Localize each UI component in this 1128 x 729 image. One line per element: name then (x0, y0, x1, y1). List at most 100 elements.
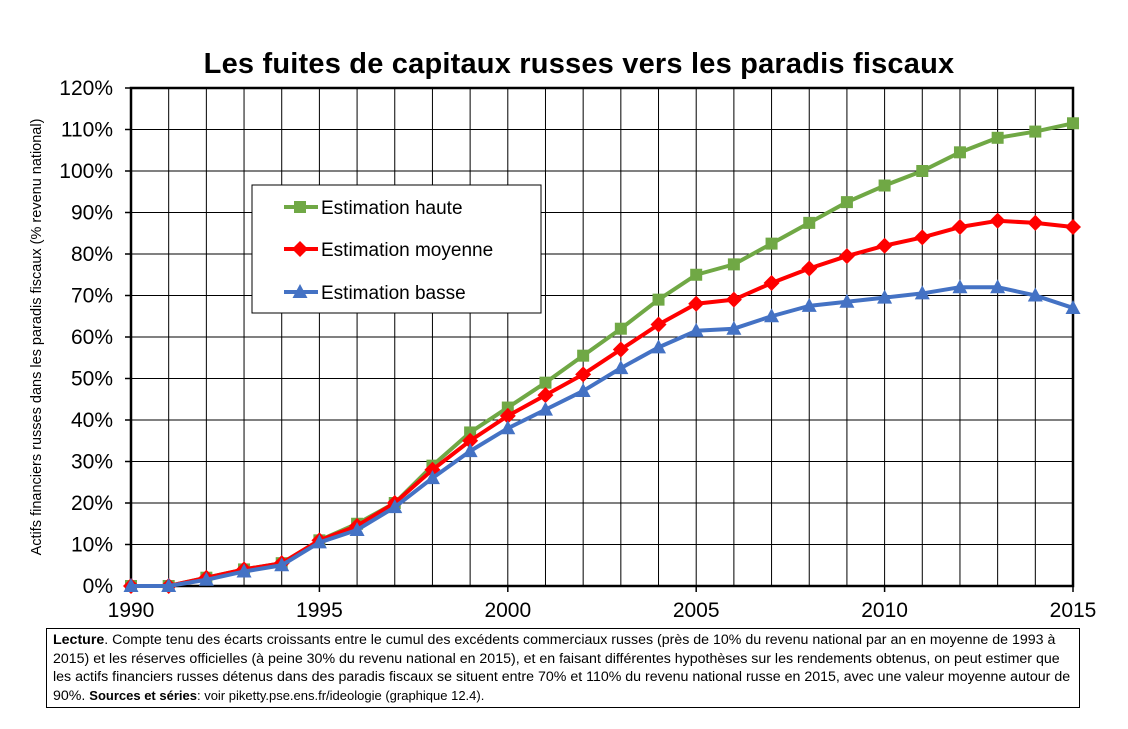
data-point (916, 165, 929, 177)
data-point (652, 293, 665, 306)
y-tick-label: 70% (71, 285, 113, 308)
data-point (274, 557, 290, 572)
data-point (650, 316, 667, 333)
data-point (499, 407, 516, 424)
data-point (989, 212, 1006, 229)
reading-note: Lecture. Compte tenu des écarts croissan… (46, 628, 1080, 708)
x-tick-label: 1995 (296, 599, 343, 622)
data-point (952, 279, 968, 294)
x-tick-label: 2005 (673, 599, 720, 622)
data-point (990, 279, 1006, 294)
y-tick-label: 30% (71, 451, 113, 474)
data-point (839, 293, 855, 308)
data-point (801, 260, 818, 277)
data-point (500, 420, 516, 435)
y-tick-label: 80% (71, 243, 113, 266)
legend-label: Estimation haute (321, 198, 463, 219)
data-point (1029, 125, 1042, 138)
y-tick-label: 40% (71, 409, 113, 432)
data-point (763, 275, 780, 292)
legend-swatch-marker (294, 201, 306, 213)
data-point (914, 285, 930, 300)
data-point (539, 376, 552, 389)
data-point (1065, 219, 1081, 236)
data-point (953, 146, 966, 159)
data-point (914, 229, 931, 246)
data-point (577, 349, 590, 362)
note-text: . Compte tenu des écarts croissants entr… (53, 632, 1071, 704)
data-point (690, 268, 703, 281)
data-point (1067, 117, 1079, 130)
y-tick-label: 10% (71, 534, 113, 557)
x-tick-label: 2000 (484, 599, 531, 622)
y-tick-label: 90% (71, 202, 113, 225)
data-point (462, 432, 479, 449)
data-point (612, 341, 629, 358)
data-point (537, 387, 554, 404)
y-axis-ticks: 0% 10% 20% 30% 40% 50% 60% 70% 80% 90% 100% 110% 120… (59, 77, 131, 598)
series-estimation-basse (123, 279, 1081, 592)
y-tick-label: 60% (71, 326, 113, 349)
data-point (764, 308, 780, 323)
data-point (876, 237, 893, 254)
x-tick-label: 2010 (861, 599, 908, 622)
legend-swatch-marker (292, 241, 308, 257)
y-tick-label: 110% (61, 119, 113, 142)
legend-item: Estimation moyenne (284, 240, 493, 261)
y-tick-label: 120% (59, 77, 113, 100)
data-point (614, 322, 627, 335)
data-point (725, 291, 742, 308)
data-point (387, 499, 403, 514)
data-point (236, 563, 252, 578)
grid (131, 88, 1073, 586)
data-point (349, 521, 365, 536)
data-point (878, 179, 891, 192)
y-tick-label: 20% (71, 492, 113, 515)
data-point (951, 219, 968, 236)
data-point (575, 366, 592, 383)
data-point (688, 295, 705, 312)
legend-label: Estimation basse (321, 283, 466, 304)
series-line (131, 285, 1074, 588)
legend-swatch-marker (292, 284, 308, 298)
data-point (840, 196, 853, 209)
note-sources-text: : voir piketty.pse.ens.fr/ideologie (gra… (196, 687, 485, 703)
legend-item: Estimation haute (284, 198, 463, 219)
data-point (991, 131, 1004, 144)
data-point (501, 401, 514, 414)
data-point (613, 360, 629, 375)
data-point (462, 443, 478, 458)
y-tick-label: 50% (71, 368, 113, 391)
data-point (161, 578, 177, 592)
data-point (1065, 299, 1081, 314)
data-point (801, 297, 817, 312)
data-point (803, 216, 816, 229)
data-point (198, 571, 214, 586)
data-point (688, 322, 704, 337)
data-point (838, 248, 855, 265)
data-point (424, 470, 440, 485)
x-axis-ticks: 1990 1995 2000 2005 2010 2015 (108, 586, 1097, 622)
y-tick-label: 0% (83, 575, 113, 598)
data-point (877, 289, 893, 304)
note-sources-label: Sources et séries (89, 687, 197, 703)
y-axis-label: Actifs financiers russes dans les paradi… (29, 119, 45, 556)
legend: Estimation haute Estimation moyenne Estima… (251, 184, 542, 314)
x-tick-label: 1990 (108, 599, 155, 622)
data-point (464, 426, 477, 439)
data-point (123, 578, 139, 592)
data-point (727, 258, 740, 271)
data-point (575, 382, 591, 397)
data-point (651, 339, 667, 354)
legend-item: Estimation basse (284, 283, 466, 304)
note-lead: Lecture (53, 632, 105, 648)
chart-title: Les fuites de capitaux russes vers les p… (203, 48, 955, 80)
data-point (1027, 214, 1044, 231)
data-point (726, 320, 742, 335)
data-point (765, 237, 778, 250)
data-point (311, 534, 327, 549)
data-point (1027, 287, 1043, 302)
x-tick-label: 2015 (1050, 599, 1097, 622)
series-layer (123, 117, 1081, 594)
